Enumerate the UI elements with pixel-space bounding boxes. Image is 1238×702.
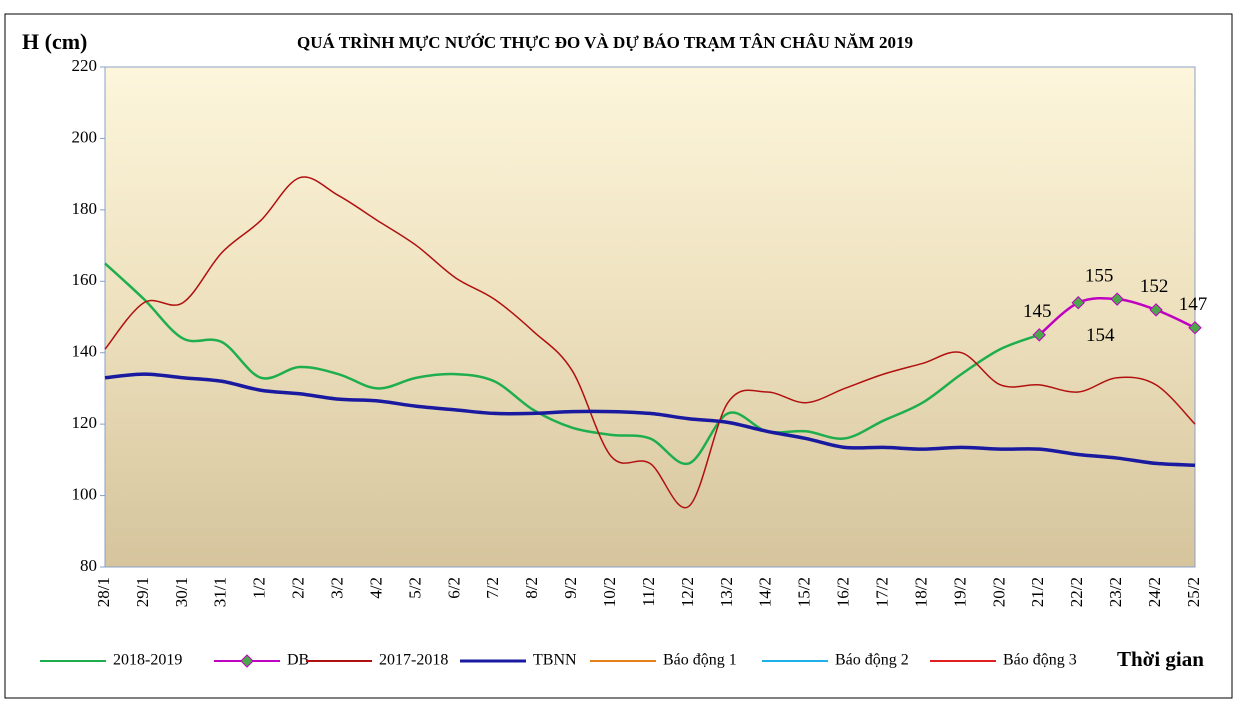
x-tick-label: 1/2 [250, 577, 269, 599]
y-tick-label: 220 [72, 56, 98, 75]
x-axis-label: Thời gian [1117, 647, 1204, 671]
series-line [104, 262, 1040, 465]
x-tick-label: 10/2 [600, 577, 619, 607]
legend-label: 2017-2018 [379, 652, 448, 669]
x-tick-label: 16/2 [834, 577, 853, 607]
x-tick-label: 29/1 [133, 577, 152, 607]
plot-area [104, 66, 1196, 568]
x-tick-label: 7/2 [483, 577, 502, 599]
legend-label: Báo động 2 [835, 652, 909, 669]
chart-title: QUÁ TRÌNH MỰC NƯỚC THỰC ĐO VÀ DỰ BÁO TRẠ… [297, 33, 913, 52]
x-tick-label: 9/2 [561, 577, 580, 599]
x-tick-label: 8/2 [522, 577, 541, 599]
y-tick-label: 80 [80, 556, 97, 575]
y-axis-label: H (cm) [22, 29, 87, 54]
legend-label: TBNN [533, 652, 577, 669]
data-label: 152 [1140, 276, 1169, 297]
y-tick-label: 180 [72, 199, 98, 218]
x-tick-label: 15/2 [795, 577, 814, 607]
point [1188, 321, 1202, 335]
y-tick-label: 100 [72, 484, 98, 503]
x-tick-label: 13/2 [717, 577, 736, 607]
series-line [104, 176, 1196, 509]
data-label: 147 [1179, 294, 1208, 315]
x-tick-label: 12/2 [678, 577, 697, 607]
x-tick-label: 24/2 [1145, 577, 1164, 607]
x-tick-label: 17/2 [872, 577, 891, 607]
y-tick-label: 200 [72, 127, 98, 146]
y-tick-label: 160 [72, 270, 98, 289]
x-tick-label: 20/2 [989, 577, 1008, 607]
legend-label: DB [287, 652, 309, 669]
point [1071, 296, 1085, 310]
point [1032, 328, 1046, 342]
series-line [104, 372, 1196, 467]
y-tick-label: 140 [72, 342, 98, 361]
data-label: 155 [1085, 266, 1114, 287]
x-tick-label: 14/2 [756, 577, 775, 607]
x-tick-label: 28/1 [94, 577, 113, 607]
legend-marker [240, 654, 254, 668]
x-tick-label: 11/2 [639, 577, 658, 607]
legend-label: Báo động 3 [1003, 652, 1077, 669]
x-tick-label: 5/2 [405, 577, 424, 599]
legend-label: Báo động 1 [663, 652, 737, 669]
y-tick-label: 120 [72, 413, 98, 432]
x-tick-label: 31/1 [211, 577, 230, 607]
x-tick-label: 6/2 [444, 577, 463, 599]
x-tick-label: 3/2 [327, 577, 346, 599]
x-tick-label: 21/2 [1028, 577, 1047, 607]
x-tick-label: 19/2 [950, 577, 969, 607]
x-tick-label: 2/2 [289, 577, 308, 599]
data-label: 154 [1086, 325, 1115, 346]
frame [4, 13, 1233, 699]
x-tick-label: 18/2 [911, 577, 930, 607]
point [1149, 303, 1163, 317]
data-label: 145 [1023, 301, 1052, 322]
point [1110, 292, 1124, 306]
legend-label: 2018-2019 [113, 652, 182, 669]
x-tick-label: 22/2 [1067, 577, 1086, 607]
x-tick-label: 25/2 [1184, 577, 1203, 607]
x-tick-label: 30/1 [172, 577, 191, 607]
x-tick-label: 4/2 [366, 577, 385, 599]
x-tick-label: 23/2 [1106, 577, 1125, 607]
